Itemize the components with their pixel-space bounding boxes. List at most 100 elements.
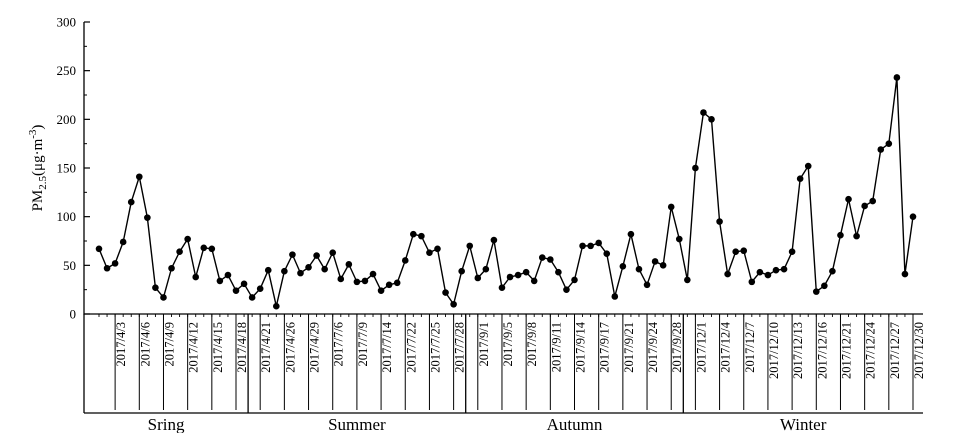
x-tick-label: 2017/9/8 [525, 322, 539, 366]
data-point [135, 173, 143, 181]
x-tick-label: 2017/12/24 [864, 321, 878, 379]
y-tick-label: 100 [57, 209, 77, 224]
x-tick-label: 2017/9/14 [574, 321, 588, 372]
data-point [587, 242, 594, 250]
series-line [98, 76, 914, 307]
data-point [232, 287, 240, 294]
data-point [103, 264, 111, 272]
data-point [724, 270, 731, 278]
data-point [555, 268, 562, 276]
data-point [385, 281, 393, 289]
y-axis-label-part: (μg·m [30, 138, 46, 176]
data-point [152, 284, 159, 292]
x-tick-label: 2017/12/13 [791, 322, 805, 379]
x-tick-label: 2017/9/24 [646, 321, 660, 372]
data-point [401, 257, 409, 264]
x-tick-label: 2017/12/27 [888, 322, 902, 379]
data-point [458, 267, 465, 275]
data-point [482, 265, 490, 273]
data-point [700, 109, 707, 116]
data-point [651, 258, 659, 265]
data-point [345, 261, 353, 268]
data-point [885, 140, 893, 147]
x-tick-label: 2017/4/12 [187, 322, 201, 373]
data-point [305, 263, 312, 271]
data-point [780, 265, 788, 273]
data-point [804, 162, 812, 170]
data-point [708, 116, 715, 123]
data-point [579, 242, 586, 250]
data-point [313, 252, 320, 259]
data-point [377, 287, 385, 294]
data-point [184, 235, 191, 243]
data-point [901, 270, 909, 278]
y-axis-label-part: PM [30, 190, 46, 212]
x-tick-label: 2017/7/28 [453, 322, 467, 373]
x-tick-label: 2017/12/1 [694, 322, 708, 373]
series-pm25 [95, 74, 917, 310]
x-tick-label: 2017/4/3 [114, 322, 128, 366]
data-point [756, 268, 764, 276]
x-tick-label: 2017/7/25 [428, 322, 442, 373]
data-point [192, 273, 200, 281]
data-point [200, 244, 208, 252]
data-point [877, 146, 885, 153]
data-point [869, 197, 877, 205]
data-point [861, 202, 868, 210]
data-point [442, 289, 449, 296]
data-point [418, 232, 425, 240]
x-tick-label: 2017/4/26 [283, 322, 297, 373]
data-point [530, 277, 538, 285]
data-point [667, 203, 675, 211]
data-point [619, 263, 627, 270]
x-tick-label: 2017/7/22 [404, 322, 418, 373]
data-point [337, 275, 345, 283]
data-point [264, 266, 272, 274]
y-tick-label: 50 [63, 258, 76, 273]
x-tick-label: 2017/7/9 [356, 322, 370, 366]
data-point [466, 242, 474, 250]
y-tick-label: 150 [57, 161, 77, 176]
data-point [740, 247, 748, 255]
data-point [95, 245, 103, 253]
data-point [853, 232, 860, 240]
data-point [716, 218, 723, 225]
data-point [796, 175, 804, 183]
y-tick-label: 0 [70, 307, 77, 322]
data-point [144, 214, 151, 221]
data-point [812, 288, 820, 295]
x-tick-label: 2017/4/29 [308, 322, 322, 373]
data-point [659, 262, 667, 269]
y-axis-label: PM2.5(μg·m-3) [27, 125, 49, 212]
data-point [764, 271, 772, 279]
y-tick-label: 250 [57, 63, 77, 78]
x-tick-label: 2017/12/16 [815, 322, 829, 379]
x-tick-label: 2017/7/6 [332, 322, 346, 366]
x-tick-label: 2017/4/6 [138, 322, 152, 366]
data-point [329, 249, 337, 256]
data-point [361, 277, 369, 285]
data-point [635, 265, 643, 273]
data-point [168, 264, 175, 272]
data-point [248, 294, 256, 301]
data-point [675, 235, 683, 243]
x-tick-label: 2017/7/14 [380, 321, 394, 372]
data-point [208, 245, 216, 253]
data-point [498, 284, 506, 292]
x-axis-ticks: 2017/4/3 2017/4/6 2017/4/9 2017/4/12 2017/4/… [98, 314, 926, 410]
data-point [176, 248, 183, 256]
x-tick-label: 2017/4/18 [235, 322, 249, 373]
data-point [111, 260, 119, 267]
data-point [684, 276, 691, 284]
data-point [829, 267, 836, 275]
data-point [837, 231, 844, 239]
y-tick-label: 200 [57, 112, 77, 127]
x-tick-label: 2017/9/1 [477, 322, 491, 366]
data-point [127, 198, 135, 206]
y-axis-ticks: 0 50 100 150 200 250 300 [57, 15, 90, 322]
data-point [643, 281, 651, 289]
x-tick-label: 2017/9/21 [622, 322, 636, 373]
x-tick-label: 2017/9/28 [670, 322, 684, 373]
data-point [522, 268, 530, 276]
